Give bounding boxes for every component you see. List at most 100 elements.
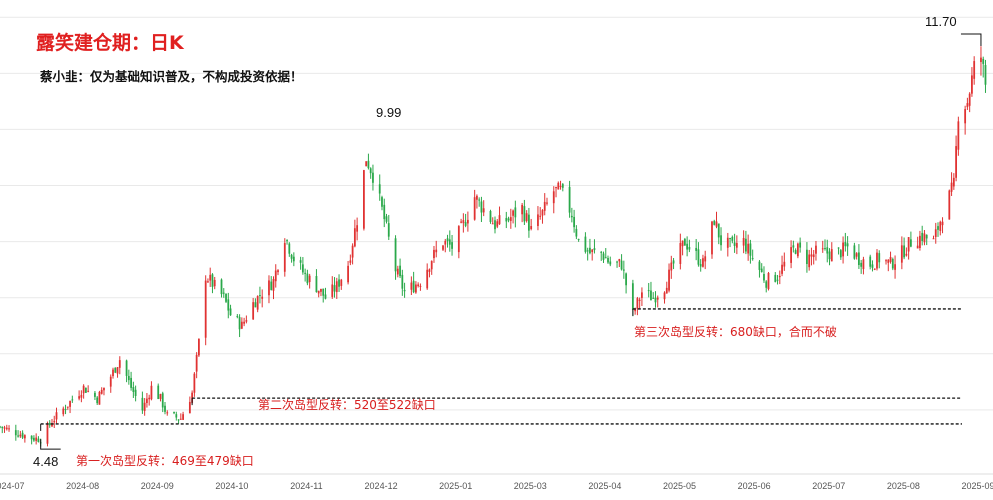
candle-body xyxy=(876,252,878,269)
candle-body xyxy=(338,279,340,287)
candle-body xyxy=(489,211,492,222)
candle-body xyxy=(512,210,514,216)
candle-body xyxy=(760,268,763,273)
candle-body xyxy=(509,217,512,221)
candle-body xyxy=(952,177,955,187)
x-tick-label: 2024-08 xyxy=(66,481,99,491)
candle-body xyxy=(98,391,101,405)
marker-leader-high-2025 xyxy=(960,33,982,47)
candle-body xyxy=(747,243,750,254)
candle-body xyxy=(528,214,530,231)
candle-body xyxy=(799,242,802,248)
candle-body xyxy=(367,160,370,169)
candle-body xyxy=(148,397,151,400)
candle-body xyxy=(647,290,650,292)
gridlines xyxy=(0,16,993,411)
candle-body xyxy=(907,237,910,252)
candle-body xyxy=(602,253,605,260)
candle-body xyxy=(356,225,359,232)
candle-body xyxy=(365,161,368,167)
candle-body xyxy=(683,238,686,246)
candle-body xyxy=(141,397,144,411)
marker-leader-low xyxy=(40,439,61,450)
candle-body xyxy=(466,219,469,224)
x-tick-label: 2025-06 xyxy=(738,481,771,491)
candle-body xyxy=(505,217,508,222)
candle-body xyxy=(396,268,399,275)
candle-body xyxy=(259,295,261,297)
x-tick-label: 2025-04 xyxy=(588,481,621,491)
candle-body xyxy=(448,239,451,245)
candle-body xyxy=(125,360,128,376)
candle-body xyxy=(968,93,971,106)
candle-body xyxy=(193,373,196,393)
candle-body xyxy=(340,279,343,286)
candle-body xyxy=(950,182,953,192)
candle-body xyxy=(711,221,713,255)
candle-body xyxy=(433,249,435,259)
candle-body xyxy=(161,393,164,408)
candle-body xyxy=(55,412,58,420)
candle-body xyxy=(749,243,752,256)
candle-body xyxy=(209,274,212,281)
candle-body xyxy=(53,420,56,423)
candle-body xyxy=(177,419,180,421)
candle-body xyxy=(790,247,792,263)
candle-body xyxy=(980,57,982,63)
candle-body xyxy=(964,109,967,124)
candle-body xyxy=(618,259,621,262)
candle-body xyxy=(523,206,526,222)
candle-body xyxy=(277,270,279,273)
candle-body xyxy=(584,236,587,252)
candle-body xyxy=(62,408,65,415)
x-tick-label: 2024-12 xyxy=(365,481,398,491)
candle-body xyxy=(414,284,417,293)
candle-body xyxy=(166,412,169,414)
candle-body xyxy=(839,250,842,258)
candle-body xyxy=(204,280,207,338)
x-tick-label: 2024-11 xyxy=(290,481,322,491)
candle-body xyxy=(19,434,22,437)
candle-body xyxy=(8,428,10,430)
candle-body xyxy=(765,281,768,288)
candle-body xyxy=(577,238,580,240)
candle-body xyxy=(385,216,388,222)
candle-body xyxy=(641,292,643,298)
candle-body xyxy=(48,422,51,426)
annotation-gap-3: 第三次岛型反转：680缺口，合而不破 xyxy=(634,325,837,339)
candle-body xyxy=(652,297,655,299)
candle-body xyxy=(363,170,365,229)
candle-body xyxy=(134,389,137,396)
x-tick-label: 2025-01 xyxy=(439,481,472,491)
candle-body xyxy=(211,274,214,287)
candle-body xyxy=(925,234,928,239)
candle-body xyxy=(17,435,19,437)
candle-body xyxy=(256,296,259,310)
candle-body xyxy=(663,292,666,300)
candle-body xyxy=(444,240,447,245)
candle-body xyxy=(213,279,216,287)
candle-body xyxy=(87,390,90,392)
candle-body xyxy=(274,270,277,282)
candle-body xyxy=(713,220,716,225)
x-tick-label: 2025-07 xyxy=(812,481,845,491)
candle-body xyxy=(670,262,673,271)
candle-body xyxy=(842,242,844,257)
candle-body xyxy=(783,261,786,267)
candle-body xyxy=(625,273,627,286)
x-tick-label: 2025-08 xyxy=(887,481,920,491)
candle-body xyxy=(530,226,533,230)
candle-body xyxy=(476,195,478,200)
candle-body xyxy=(717,223,720,238)
candle-body xyxy=(828,251,831,260)
chart-title: 露笑建仓期：日K xyxy=(36,32,184,54)
candle-body xyxy=(616,261,618,263)
candle-body xyxy=(537,214,539,226)
candle-body xyxy=(600,251,603,253)
candle-body xyxy=(301,264,304,273)
candle-body xyxy=(546,202,548,204)
candle-body xyxy=(686,243,689,250)
candle-body xyxy=(607,257,609,263)
gap-levels xyxy=(40,308,962,431)
x-tick-label: 2025-05 xyxy=(663,481,696,491)
